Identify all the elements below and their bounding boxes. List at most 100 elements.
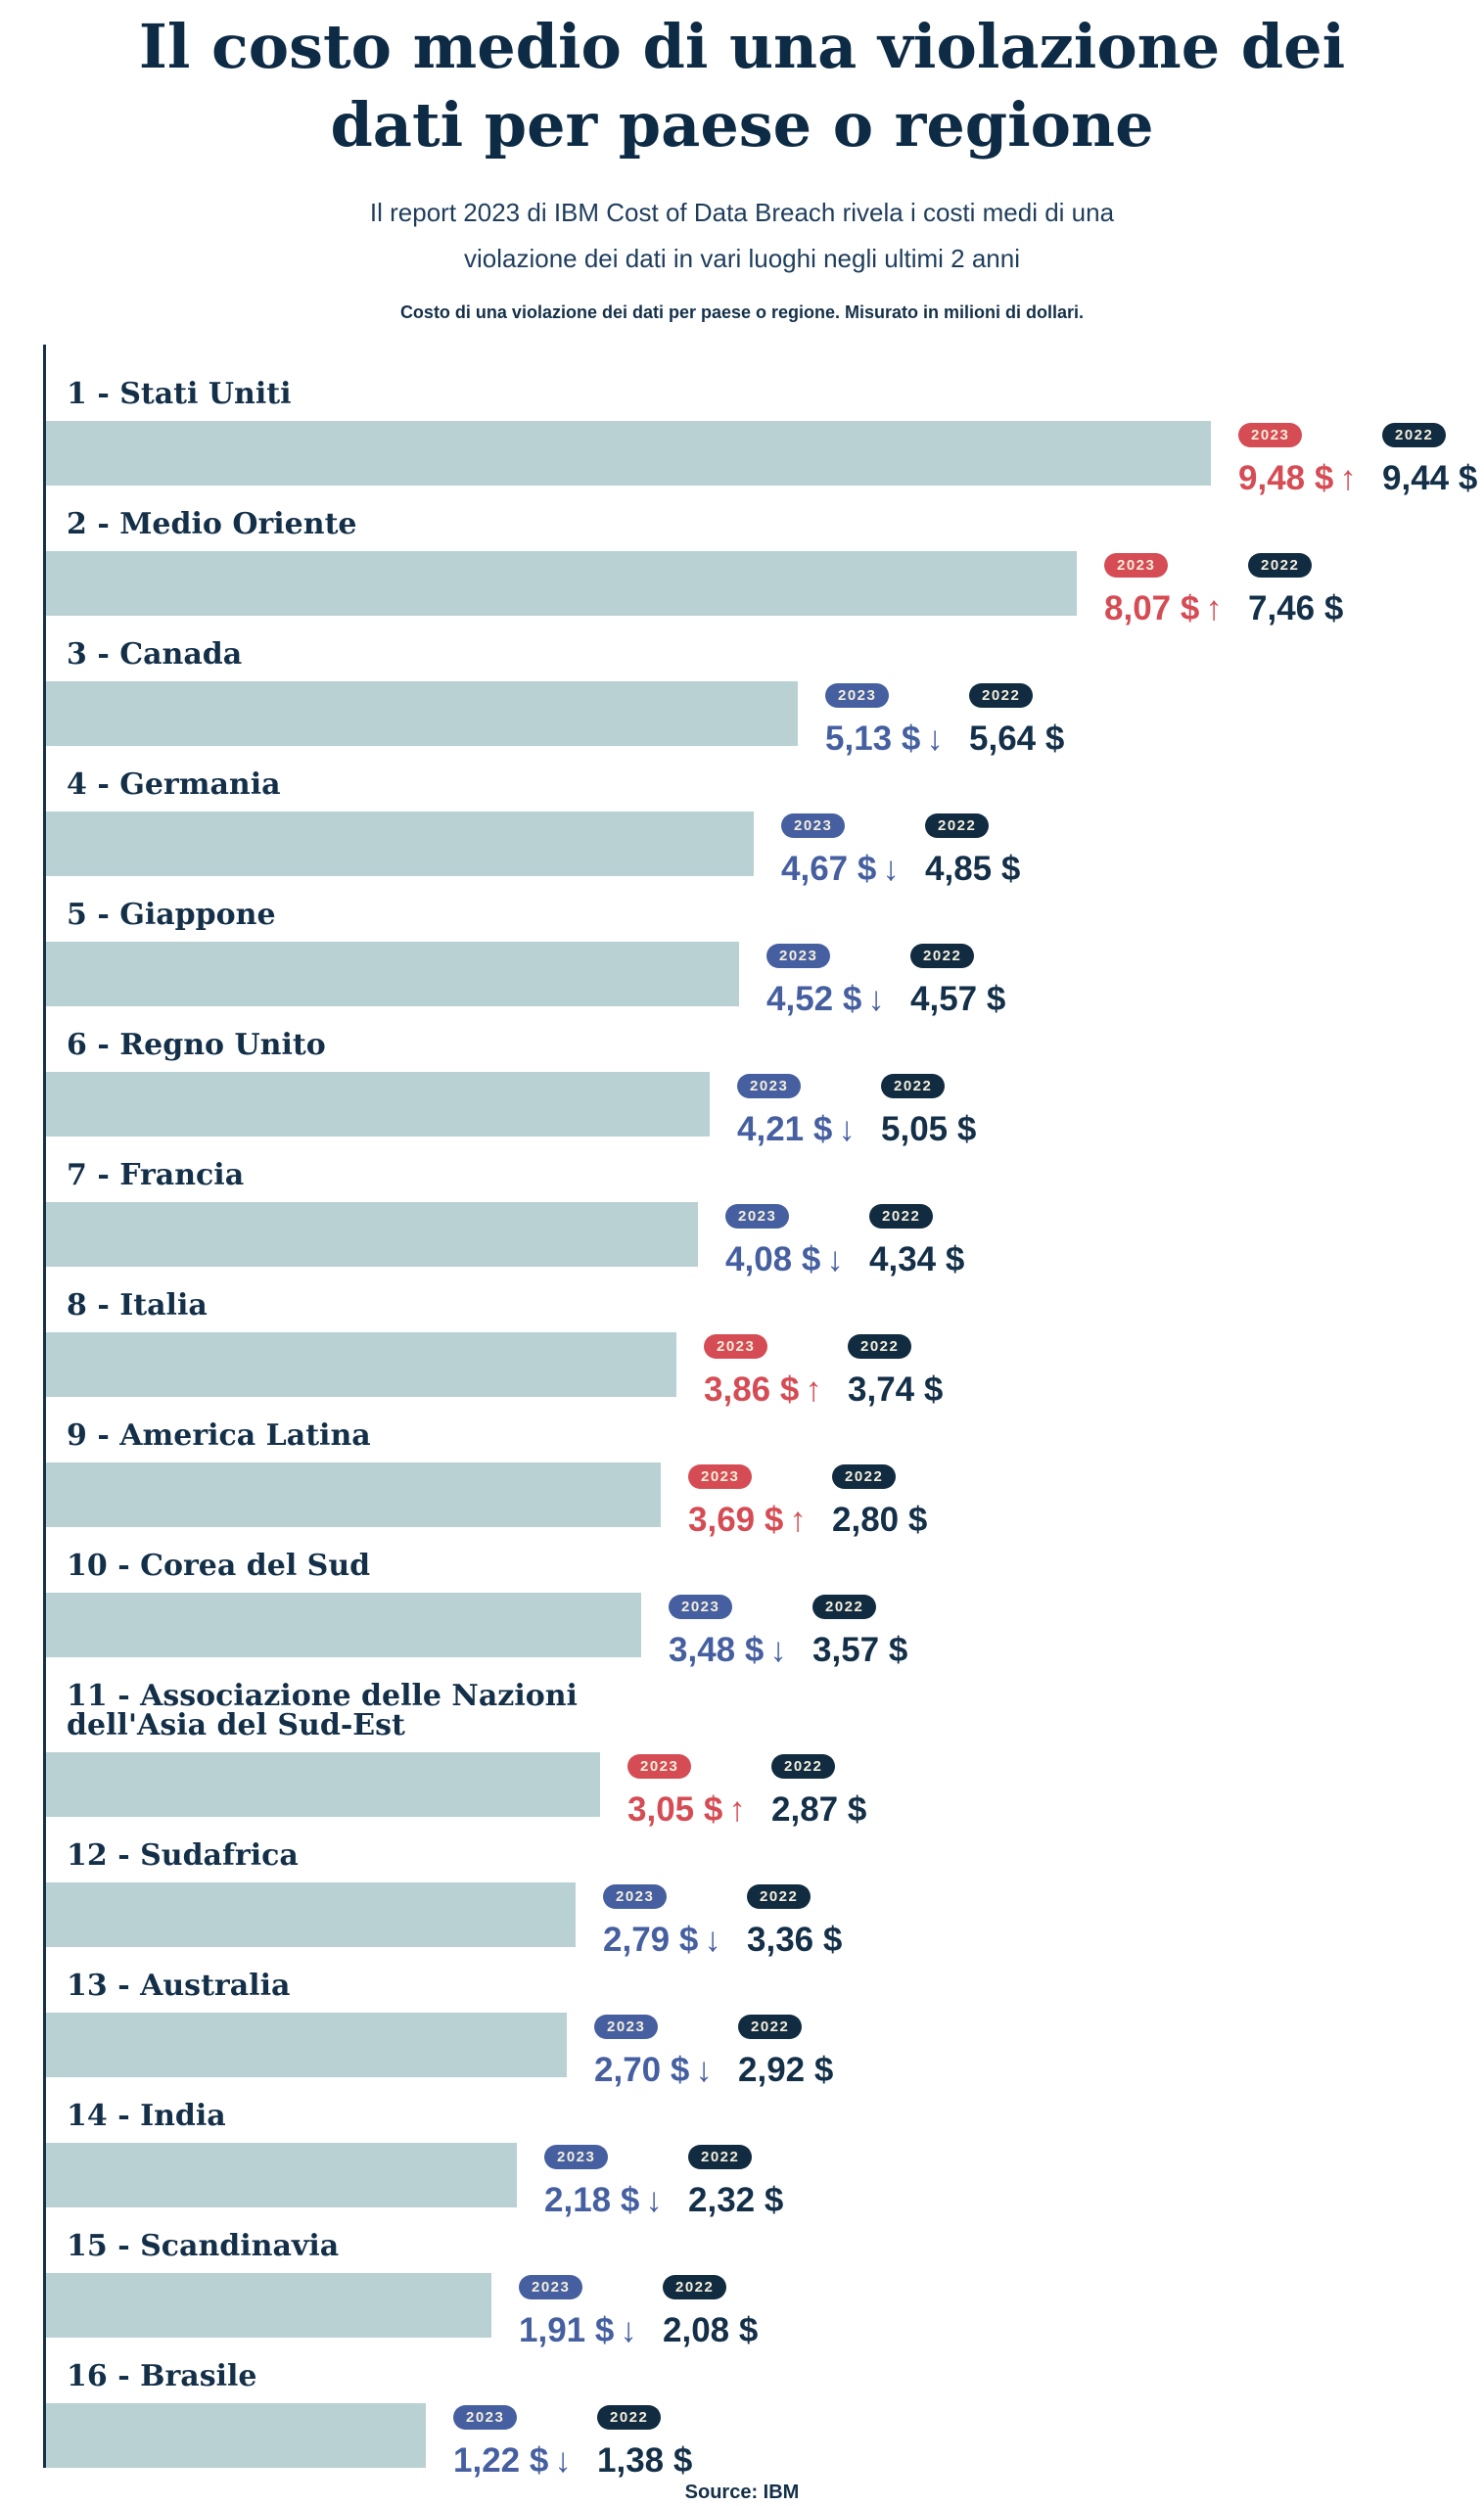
column-2023: 2023 4,08 $ ↓: [725, 1204, 869, 1276]
trend-arrow-icon: ↑: [805, 1370, 822, 1409]
bar-track: 2023 4,67 $ ↓ 2022 4,85 $: [46, 812, 1481, 886]
value-annotation: 2023 1,91 $ ↓ 2022 2,08 $: [519, 2275, 758, 2347]
column-2023: 2023 5,13 $ ↓: [825, 683, 969, 756]
value-bar-2023: [46, 812, 754, 876]
value-annotation: 2023 2,70 $ ↓ 2022 2,92 $: [594, 2015, 833, 2087]
value-2023: 2,18 $ ↓: [544, 2183, 688, 2217]
column-2023: 2023 2,18 $ ↓: [544, 2145, 688, 2217]
value-bar-2023: [46, 2273, 491, 2338]
value-2022: 2,32 $: [688, 2181, 784, 2219]
year-badge-2023: 2023: [627, 1754, 692, 1779]
bar-track: 2023 3,05 $ ↑ 2022 2,87 $: [46, 1752, 1481, 1827]
value-annotation: 2023 4,08 $ ↓ 2022 4,34 $: [725, 1204, 964, 1276]
value-2022: 3,74 $: [848, 1370, 944, 1409]
value-2023-amount: 1,91 $: [519, 2311, 615, 2349]
year-badge-2023: 2023: [594, 2015, 659, 2039]
column-2022: 2022 2,08 $: [663, 2275, 758, 2347]
country-label: 9 - America Latina: [67, 1418, 371, 1453]
chart-caption: Costo di una violazione dei dati per pae…: [399, 302, 1085, 322]
value-annotation: 2023 3,05 $ ↑ 2022 2,87 $: [627, 1754, 866, 1827]
value-2023: 2,70 $ ↓: [594, 2053, 738, 2087]
column-2023: 2023 3,86 $ ↑: [704, 1334, 848, 1407]
year-badge-2022: 2022: [881, 1074, 946, 1098]
chart-row: 3 - Canada 2023 5,13 $ ↓ 2022 5,64 $: [46, 640, 1481, 756]
year-badge-2022: 2022: [1382, 423, 1447, 447]
column-2023: 2023 2,70 $ ↓: [594, 2015, 738, 2087]
country-label: 2 - Medio Oriente: [67, 507, 357, 541]
country-label: 11 - Associazione delle Nazioni dell'Asi…: [67, 1679, 578, 1742]
chart-row: 5 - Giappone 2023 4,52 $ ↓ 2022 4,57 $: [46, 901, 1481, 1016]
value-2022: 4,85 $: [925, 850, 1021, 888]
country-label: 16 - Brasile: [67, 2359, 257, 2393]
column-2022: 2022 4,57 $: [910, 944, 1005, 1016]
year-badge-2023: 2023: [766, 944, 831, 968]
year-badge-2022: 2022: [738, 2015, 803, 2039]
value-annotation: 2023 1,22 $ ↓ 2022 1,38 $: [453, 2405, 692, 2478]
value-2023-amount: 9,48 $: [1238, 459, 1334, 497]
year-badge-2023: 2023: [781, 813, 846, 838]
value-2023: 1,22 $ ↓: [453, 2443, 597, 2478]
value-2023-amount: 4,67 $: [781, 850, 877, 888]
year-badge-2022: 2022: [663, 2275, 727, 2299]
year-badge-2022: 2022: [969, 683, 1034, 708]
chart-row: 7 - Francia 2023 4,08 $ ↓ 2022 4,34 $: [46, 1161, 1481, 1276]
trend-arrow-icon: ↓: [769, 1631, 787, 1669]
chart-row: 6 - Regno Unito 2023 4,21 $ ↓ 2022 5,05 $: [46, 1031, 1481, 1146]
bar-track: 2023 4,21 $ ↓ 2022 5,05 $: [46, 1072, 1481, 1146]
value-annotation: 2023 8,07 $ ↑ 2022 7,46 $: [1104, 553, 1343, 626]
value-annotation: 2023 4,21 $ ↓ 2022 5,05 $: [737, 1074, 976, 1146]
column-2023: 2023 2,79 $ ↓: [603, 1884, 747, 1957]
year-badge-2023: 2023: [519, 2275, 583, 2299]
year-badge-2023: 2023: [737, 1074, 802, 1098]
value-annotation: 2023 3,69 $ ↑ 2022 2,80 $: [688, 1464, 927, 1537]
country-label: 15 - Scandinavia: [67, 2229, 340, 2263]
value-bar-2023: [46, 1882, 576, 1947]
column-2023: 2023 1,22 $ ↓: [453, 2405, 597, 2478]
column-2022: 2022 4,85 $: [925, 813, 1020, 886]
value-2023-amount: 3,86 $: [704, 1370, 800, 1409]
trend-arrow-icon: ↑: [789, 1501, 807, 1539]
value-2023: 1,91 $ ↓: [519, 2313, 663, 2347]
subtitle: Il report 2023 di IBM Cost of Data Breac…: [369, 198, 1115, 273]
column-2022: 2022 5,05 $: [881, 1074, 976, 1146]
value-annotation: 2023 2,79 $ ↓ 2022 3,36 $: [603, 1884, 842, 1957]
value-2023: 4,52 $ ↓: [766, 982, 910, 1016]
year-badge-2023: 2023: [1238, 423, 1303, 447]
year-badge-2023: 2023: [669, 1595, 733, 1619]
value-annotation: 2023 9,48 $ ↑ 2022 9,44 $: [1238, 423, 1477, 495]
value-2023: 8,07 $ ↑: [1104, 591, 1248, 626]
value-2023: 3,48 $ ↓: [669, 1633, 812, 1667]
value-2023-amount: 1,22 $: [453, 2441, 549, 2480]
year-badge-2022: 2022: [812, 1595, 877, 1619]
country-label: 13 - Australia: [67, 1969, 291, 2003]
value-2023: 9,48 $ ↑: [1238, 461, 1382, 495]
value-2023: 3,69 $ ↑: [688, 1503, 832, 1537]
value-2023-amount: 4,08 $: [725, 1240, 821, 1278]
column-2022: 2022 5,64 $: [969, 683, 1064, 756]
value-2023-amount: 2,70 $: [594, 2051, 690, 2089]
bar-track: 2023 2,18 $ ↓ 2022 2,32 $: [46, 2143, 1481, 2217]
value-2022: 2,80 $: [832, 1501, 928, 1539]
year-badge-2023: 2023: [688, 1464, 753, 1489]
trend-arrow-icon: ↓: [867, 980, 885, 1018]
value-bar-2023: [46, 2013, 567, 2077]
value-annotation: 2023 3,48 $ ↓ 2022 3,57 $: [669, 1595, 907, 1667]
value-2023: 2,79 $ ↓: [603, 1923, 747, 1957]
column-2023: 2023 3,05 $ ↑: [627, 1754, 771, 1827]
value-bar-2023: [46, 942, 739, 1006]
infographic-header: Il costo medio di una violazione dei dat…: [0, 0, 1484, 323]
column-2023: 2023 9,48 $ ↑: [1238, 423, 1382, 495]
trend-arrow-icon: ↓: [645, 2181, 663, 2219]
value-2023-amount: 3,05 $: [627, 1790, 723, 1829]
country-label: 14 - India: [67, 2099, 226, 2133]
trend-arrow-icon: ↓: [695, 2051, 713, 2089]
column-2022: 2022 2,80 $: [832, 1464, 927, 1537]
value-bar-2023: [46, 421, 1211, 486]
trend-arrow-icon: ↑: [1205, 589, 1223, 627]
column-2022: 2022 4,34 $: [869, 1204, 964, 1276]
value-annotation: 2023 4,67 $ ↓ 2022 4,85 $: [781, 813, 1020, 886]
value-2023-amount: 2,18 $: [544, 2181, 640, 2219]
value-2022: 2,08 $: [663, 2311, 759, 2349]
value-2023: 5,13 $ ↓: [825, 721, 969, 756]
column-2022: 2022 9,44 $: [1382, 423, 1477, 495]
